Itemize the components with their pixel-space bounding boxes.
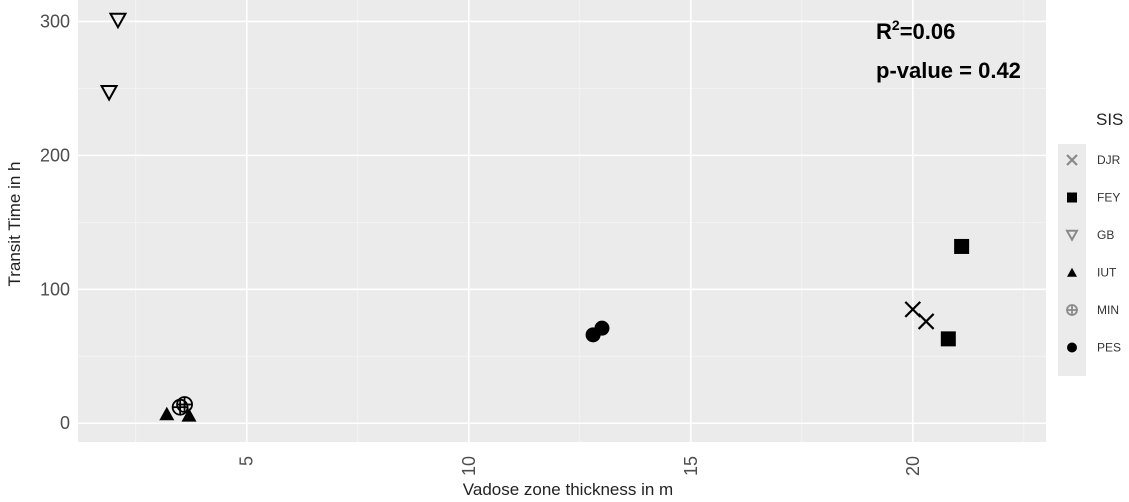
y-tick-label: 100 [40,279,70,299]
grid-lines [78,0,1046,442]
x-tick-label: 20 [903,456,923,476]
data-point-djr [917,313,935,330]
legend-title: SIS [1096,110,1123,129]
legend-key-djr [1066,154,1078,166]
data-point-iut [159,406,175,421]
legend-key-pes [1067,342,1077,353]
data-point-djr [904,301,922,318]
x-axis-title: Vadose zone thickness in m [463,480,673,499]
x-tick-labels: 5 10 15 20 [237,456,923,476]
y-tick-label: 0 [60,413,70,433]
legend-key-background [1058,144,1086,376]
y-tick-label: 300 [40,11,70,31]
legend-key-iut [1067,267,1077,277]
x-tick-label: 10 [459,456,479,476]
y-tick-labels: 0 100 200 300 [40,11,70,433]
data-point-gb [108,12,128,30]
legend-label-djr: DJR [1097,153,1121,167]
legend-label-gb: GB [1097,228,1114,242]
data-point-min [171,398,189,416]
legend-key-gb [1065,229,1079,242]
x-tick-label: 15 [681,456,701,476]
data-point-min [176,396,193,413]
data-point-gb [99,85,119,102]
r-squared-superscript: 2 [892,17,900,33]
x-tick-label: 5 [237,456,257,466]
legend-label-min: MIN [1097,303,1119,317]
data-point-fey [954,238,970,254]
legend-key-min [1066,304,1078,316]
p-value-annotation: p-value = 0.42 [876,58,1021,83]
legend-label-pes: PES [1097,341,1121,355]
r-squared-annotation: R2=0.06 [876,17,955,44]
data-point-iut [181,408,197,422]
y-tick-label: 200 [40,145,70,165]
legend-key-fey [1067,192,1077,203]
data-point-pes [594,320,610,336]
plot-panel [78,0,1046,442]
legend-label-iut: IUT [1097,266,1117,280]
data-point-fey [940,331,956,347]
data-points [99,12,970,422]
y-axis-title: Transit Time in h [5,161,24,286]
legend: DJR FEY GB IUT MIN PES [1065,153,1121,355]
legend-label-fey: FEY [1097,191,1120,205]
